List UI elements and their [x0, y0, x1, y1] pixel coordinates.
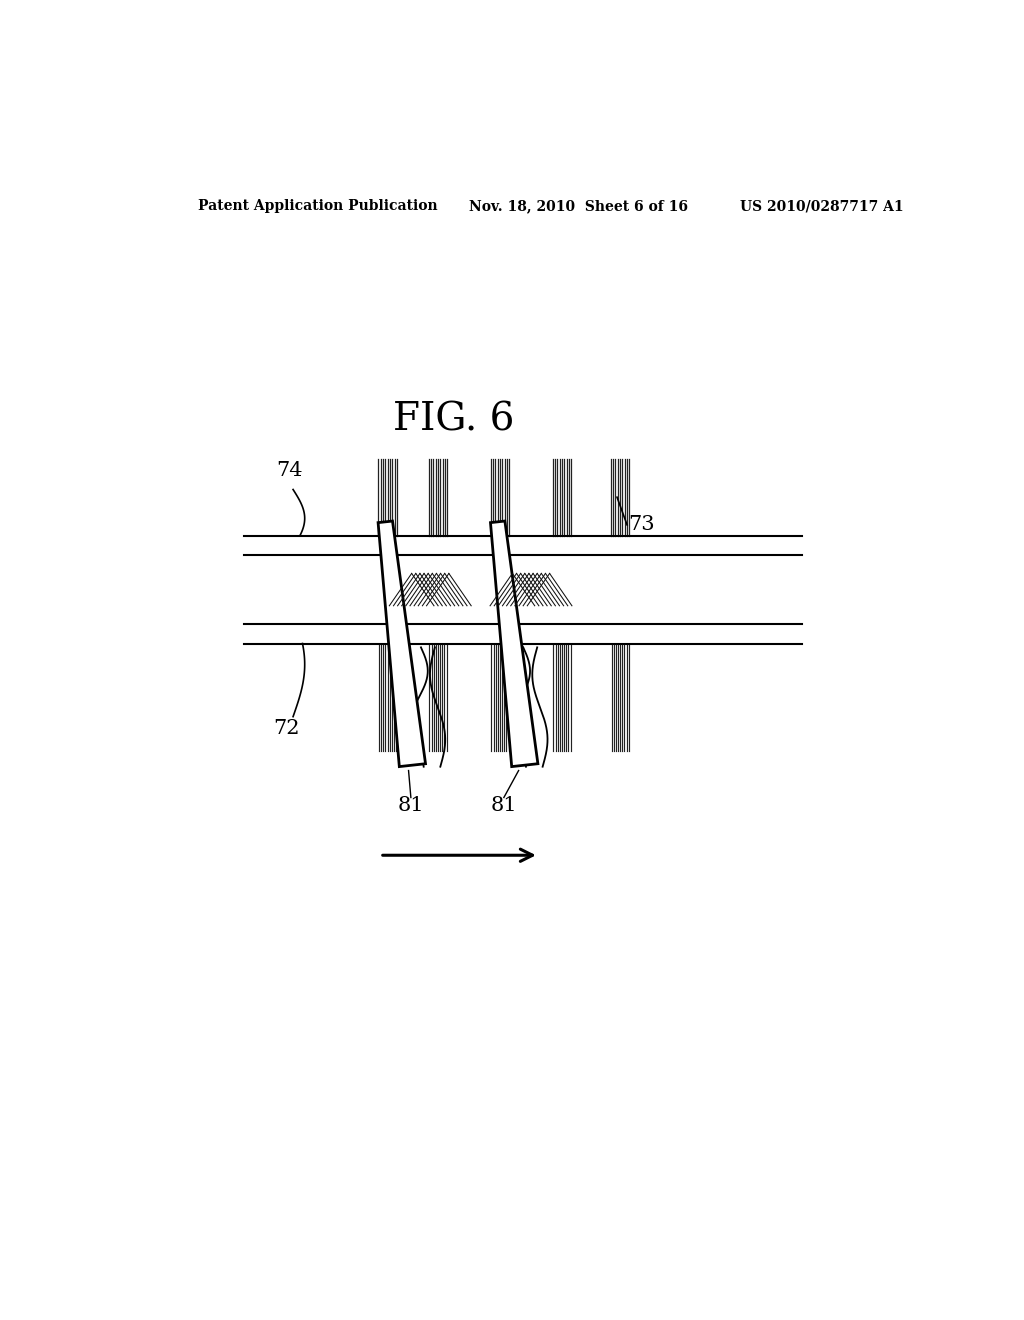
Text: FIG. 6: FIG. 6: [393, 401, 514, 438]
Text: 74: 74: [275, 461, 302, 479]
Polygon shape: [490, 521, 538, 767]
Text: 72: 72: [273, 718, 300, 738]
Text: US 2010/0287717 A1: US 2010/0287717 A1: [740, 199, 904, 213]
Text: Patent Application Publication: Patent Application Publication: [198, 199, 437, 213]
Text: 81: 81: [490, 796, 517, 814]
Text: 81: 81: [397, 796, 424, 814]
Polygon shape: [378, 521, 426, 767]
Text: 73: 73: [629, 515, 655, 535]
Text: Nov. 18, 2010  Sheet 6 of 16: Nov. 18, 2010 Sheet 6 of 16: [469, 199, 688, 213]
